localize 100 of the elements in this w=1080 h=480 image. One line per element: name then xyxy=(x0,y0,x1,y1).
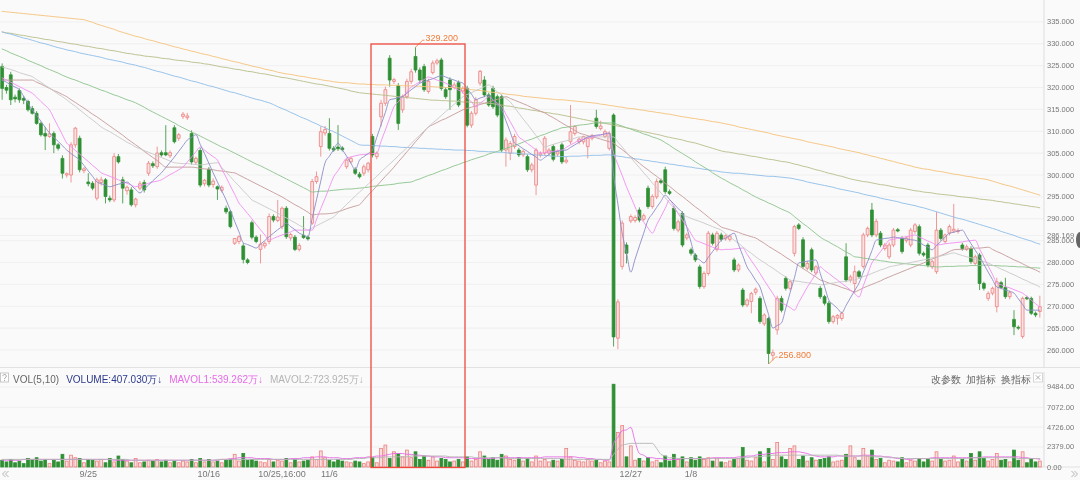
candlestick xyxy=(181,111,185,120)
bar xyxy=(796,459,801,468)
candlestick xyxy=(749,291,754,314)
candlestick xyxy=(396,82,401,131)
candlestick xyxy=(736,262,741,273)
candlestick xyxy=(646,185,650,210)
bar xyxy=(112,461,116,468)
bar xyxy=(809,457,814,468)
bar xyxy=(1003,459,1008,468)
bar xyxy=(887,459,891,468)
bar xyxy=(301,460,306,468)
bar xyxy=(835,460,840,468)
bar xyxy=(822,458,827,468)
bar xyxy=(990,459,995,468)
bar xyxy=(64,460,69,468)
candlestick xyxy=(564,156,569,165)
bar xyxy=(917,458,922,468)
candlestick xyxy=(86,172,91,187)
candlestick xyxy=(796,222,801,231)
x-tick-label: 10/16 xyxy=(197,469,221,479)
bar xyxy=(181,460,185,468)
bar xyxy=(194,462,198,468)
candlestick xyxy=(568,104,573,145)
bar xyxy=(331,461,336,468)
candlestick xyxy=(43,126,48,151)
candlestick xyxy=(288,232,293,242)
bar xyxy=(426,459,431,468)
candlestick xyxy=(719,232,724,242)
bar xyxy=(90,459,95,468)
bar xyxy=(973,459,978,468)
bar xyxy=(551,459,556,468)
bar xyxy=(654,459,659,468)
candlestick xyxy=(103,177,108,204)
candlestick xyxy=(762,312,767,327)
candlestick xyxy=(116,153,121,165)
bar xyxy=(891,460,896,468)
candlestick xyxy=(250,220,254,240)
candlestick xyxy=(207,166,211,188)
bar xyxy=(435,460,439,468)
bar xyxy=(883,462,887,468)
candlestick xyxy=(895,227,900,233)
bar xyxy=(508,459,513,468)
bar xyxy=(47,463,52,468)
candlestick xyxy=(392,77,396,85)
candlestick xyxy=(478,69,482,87)
candlestick xyxy=(344,157,349,170)
bar xyxy=(921,461,926,468)
bar xyxy=(577,460,581,468)
bar xyxy=(706,457,711,468)
bar xyxy=(560,459,564,468)
candlestick xyxy=(211,178,215,189)
bar xyxy=(374,462,379,468)
bar xyxy=(607,461,612,468)
candlestick xyxy=(125,185,129,196)
bar xyxy=(486,459,491,468)
bar xyxy=(60,453,65,468)
bar xyxy=(224,459,228,468)
candlestick xyxy=(870,202,874,238)
candlestick xyxy=(753,287,758,296)
bar xyxy=(1029,458,1034,468)
candlestick xyxy=(758,295,762,325)
bar xyxy=(753,457,758,468)
bar xyxy=(1038,460,1042,468)
bar xyxy=(956,461,960,468)
bar xyxy=(857,459,861,468)
bar xyxy=(125,460,129,468)
bar xyxy=(151,460,155,468)
bar xyxy=(349,462,353,468)
bar xyxy=(801,455,805,468)
bar xyxy=(525,458,530,468)
candlestick xyxy=(1012,309,1016,336)
bar xyxy=(805,460,810,468)
candlestick xyxy=(878,230,883,248)
bar xyxy=(775,442,780,468)
bar xyxy=(409,457,414,468)
bar xyxy=(913,460,917,468)
candlestick xyxy=(129,186,134,207)
bar xyxy=(702,459,706,468)
bar xyxy=(689,457,693,468)
bar xyxy=(366,461,370,468)
candlestick xyxy=(672,205,676,231)
bar xyxy=(908,459,913,468)
candlestick xyxy=(185,112,190,121)
bar xyxy=(852,457,857,468)
candlestick xyxy=(633,214,637,224)
candlestick xyxy=(684,232,689,241)
bar xyxy=(684,461,689,468)
bar xyxy=(986,460,990,468)
bar xyxy=(878,458,883,468)
bar xyxy=(357,461,362,468)
bar xyxy=(926,459,930,468)
bar xyxy=(288,462,293,468)
bar xyxy=(529,461,534,468)
bar xyxy=(439,458,444,468)
bar xyxy=(620,425,625,468)
bar xyxy=(271,461,276,468)
bar xyxy=(542,459,547,468)
annotation: 改参数 xyxy=(931,373,961,385)
x-tick-label: 10/25,16:00 xyxy=(258,469,306,479)
bar xyxy=(732,459,736,468)
